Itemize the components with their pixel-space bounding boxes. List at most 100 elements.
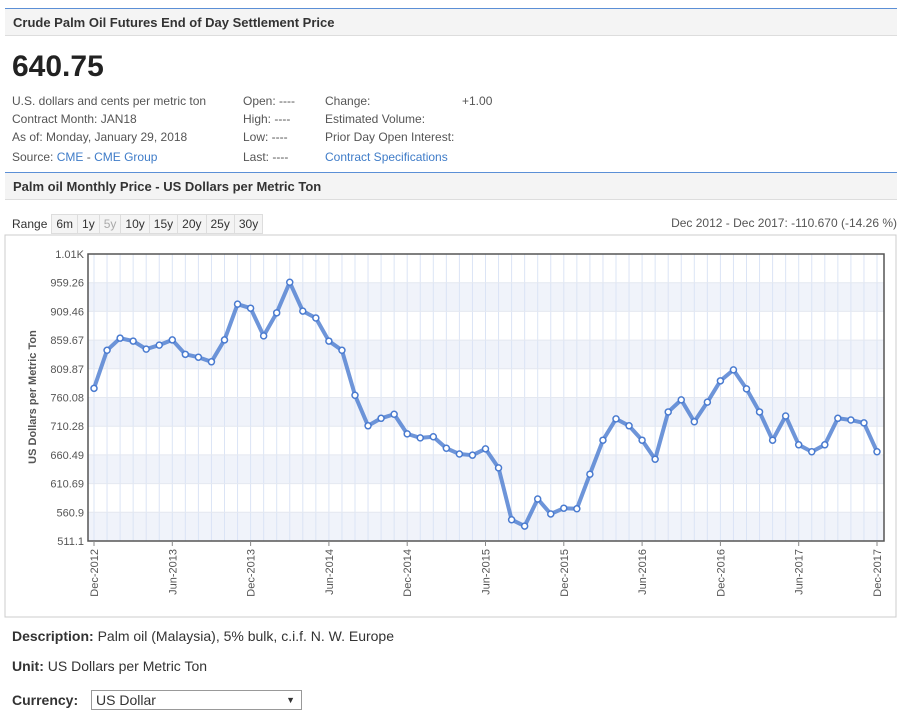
data-point [533,495,542,503]
y-tick-label: 660.49 [50,450,84,462]
data-point [781,412,790,420]
x-tick-label: Jun-2015 [481,549,493,595]
label: Description: [12,628,94,644]
y-tick-label: 809.87 [50,364,84,376]
data-point [638,436,646,444]
data-point [220,336,229,344]
data-point [312,314,320,322]
data-point [729,366,738,374]
info-cell: High: ---- [243,112,291,126]
data-point [612,415,620,423]
last: Last: ---- [243,150,289,164]
currency: Currency: [12,692,78,708]
range-label: Range [12,217,48,231]
data-point [821,441,829,449]
info-cell: Contract Month: JAN18 [12,112,137,126]
x-tick-label: Dec-2014 [402,549,414,597]
data-point [429,432,438,441]
selected: US Dollar [96,692,156,708]
data-point [625,422,633,430]
y-tick-label: 859.67 [50,335,84,347]
info-cell: As of: Monday, January 29, 2018 [12,130,188,144]
data-point [246,304,255,312]
data-point [272,309,281,317]
data-point [90,384,98,393]
link[interactable]: Contract Specifications [325,150,448,164]
y-tick-label: 760.08 [50,393,84,405]
data-point [481,445,490,453]
link[interactable]: CME [56,150,84,164]
data-point [547,510,555,518]
data-point [390,410,398,419]
data-point [768,436,777,444]
x-tick-label: Jun-2016 [637,549,649,595]
data-point [507,515,516,524]
data-point [742,385,751,393]
data-point [129,337,137,345]
label: Unit: [12,658,44,674]
data-point [808,447,816,456]
data-point [651,455,659,463]
range-button[interactable]: 6m [51,214,79,234]
section-title: Palm oil Monthly Price - US Dollars per … [13,179,322,194]
header-title: Crude Palm Oil Futures End of Day Settle… [13,15,335,30]
price: 640.75 [12,50,104,83]
x-tick-label: Jun-2013 [167,549,179,595]
unit: Unit: US Dollars per Metric Ton [12,658,207,674]
info-cell: U.S. dollars and cents per metric ton [12,94,207,108]
data-point [286,278,294,287]
data-point [599,436,607,444]
y-tick-label: 511.1 [57,536,84,548]
y-tick-label: 959.26 [50,278,84,290]
link[interactable]: CME Group [94,150,158,164]
x-tick-label: Dec-2012 [89,549,101,597]
data-point [351,391,359,399]
data-point [520,522,529,530]
info-cell: Open: ---- [243,94,296,108]
value: Palm oil (Malaysia), 5% bulk, c.i.f. N. … [97,628,395,644]
y-tick-label: 610.69 [50,479,84,491]
data-point [259,332,268,340]
y-tick-label: 909.46 [50,306,84,318]
data-point [103,346,111,355]
data-point [834,414,842,423]
data-point [677,396,685,404]
range-button[interactable]: 10y [120,214,150,234]
source-label: Source: [12,150,54,164]
dropdown-arrow: ▼ [286,695,295,705]
range-row: Range 6m 1y 5y 10y 15y 20y 25y 30y [12,214,264,234]
info-cell: Change: [325,94,371,108]
chart: US Dollars per Metric Ton 511.1 560.9 610.… [4,234,897,618]
data-point [442,444,451,453]
data-point [233,300,242,308]
y-tick-label: 560.9 [56,507,84,519]
data-point [690,418,699,426]
data-point [116,334,124,342]
info-cell: Low: ---- [243,130,288,144]
data-point [794,441,803,449]
data-point [455,450,464,458]
section-bar: Palm oil Monthly Price - US Dollars per … [5,172,897,200]
y-tick-label: 710.28 [50,421,84,433]
range-summary: Dec 2012 - Dec 2017: -110.670 (-14.26 %) [671,216,897,230]
x-tick-label: Dec-2017 [872,549,884,597]
currency-select[interactable]: US Dollar ▼ [91,690,302,710]
label: Currency: [12,692,79,708]
range-buttons: 6m 1y 5y 10y 15y 20y 25y 30y [51,214,264,234]
range-button[interactable]: 25y [205,214,235,234]
x-tick-label: Jun-2014 [324,549,336,595]
separator: - [86,150,91,164]
y-tick-label: 1.01K [55,249,84,261]
range-button[interactable]: 15y [148,214,179,234]
description: Description: Palm oil (Malaysia), 5% bul… [12,628,394,644]
data-point [325,337,333,345]
info-cell: Prior Day Open Interest: [325,130,455,144]
data-point [716,377,725,385]
data-point [586,470,594,478]
data-point [416,434,424,442]
data-point [155,341,163,349]
x-tick-label: Dec-2013 [246,549,258,597]
range-button[interactable]: 30y [233,214,264,234]
data-point [194,353,203,361]
